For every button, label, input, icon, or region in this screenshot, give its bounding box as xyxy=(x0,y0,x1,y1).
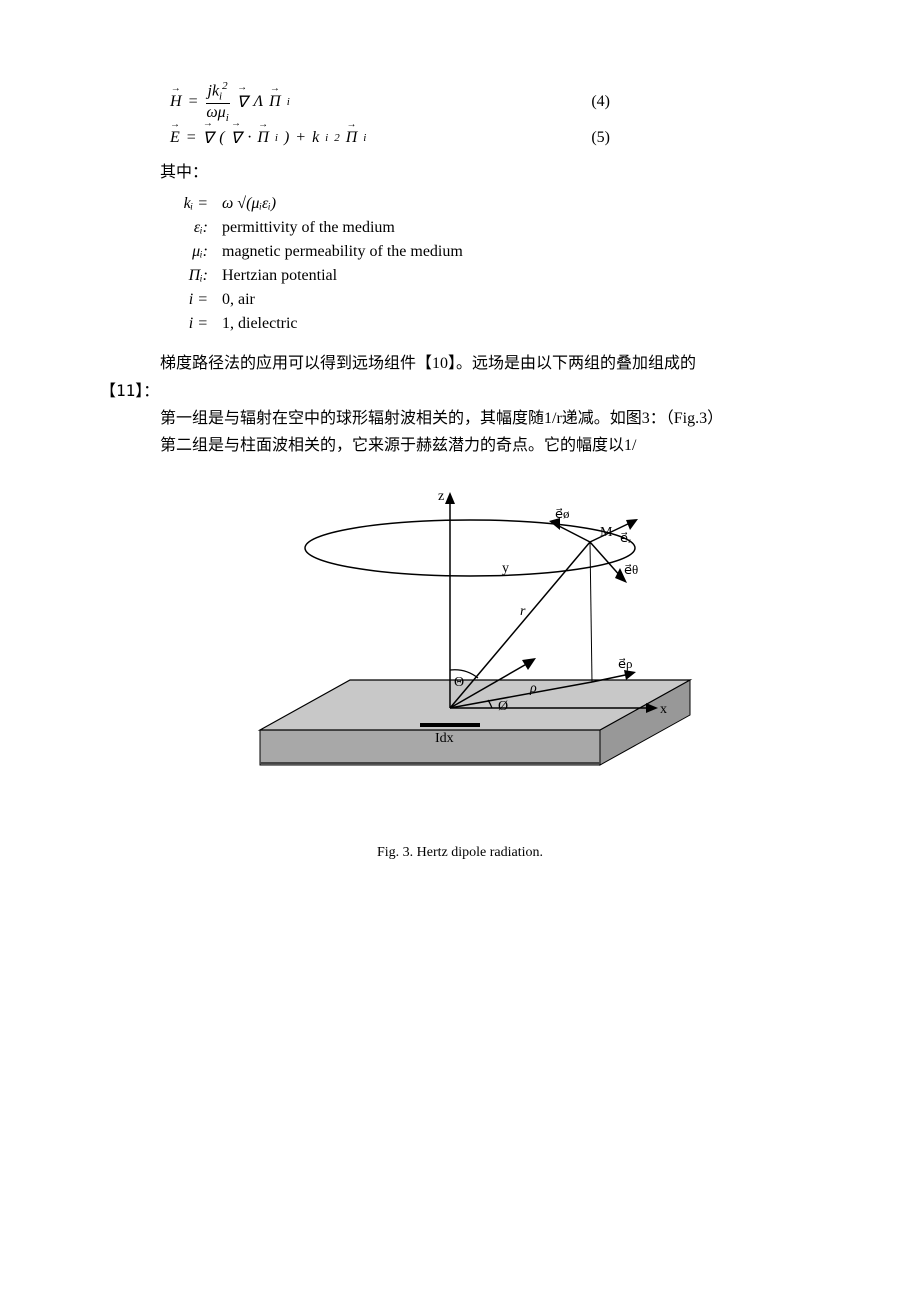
label-er: e⃗ᵣ xyxy=(620,530,631,545)
hertz-dipole-diagram: z x y M r ρ Θ Ø Idx e⃗ᵣ e⃗θ xyxy=(220,470,700,830)
label-r: r xyxy=(520,604,526,619)
where-label: 其中： xyxy=(160,158,820,182)
label-theta: Θ xyxy=(454,675,464,690)
equation-5: E = ∇(∇ · Πi) + ki2Πi (5) xyxy=(170,128,820,148)
figure-3: z x y M r ρ Θ Ø Idx e⃗ᵣ e⃗θ xyxy=(100,470,820,861)
label-erho: e⃗ρ xyxy=(618,656,633,671)
eq4-H: H xyxy=(170,93,182,111)
figure-caption: Fig. 3. Hertz dipole radiation. xyxy=(100,845,820,861)
axis-z-label: z xyxy=(438,489,444,504)
label-etheta: e⃗θ xyxy=(624,562,638,577)
paragraph-block: 梯度路径法的应用可以得到远场组件【10】。远场是由以下两组的叠加组成的 【11】… xyxy=(100,350,820,460)
para-1a: 梯度路径法的应用可以得到远场组件【10】。远场是由以下两组的叠加组成的 xyxy=(160,355,696,372)
axis-x-label: x xyxy=(660,702,667,717)
para-2: 第一组是与辐射在空中的球形辐射波相关的，其幅度随1/r递减。如图3：（Fig.3… xyxy=(160,410,723,427)
label-ephi: e⃗ø xyxy=(555,506,570,521)
definitions-list: kᵢ =ω √(μᵢεᵢ) εᵢ:permittivity of the med… xyxy=(180,192,820,336)
label-rho: ρ xyxy=(529,681,537,696)
eq5-number: (5) xyxy=(591,129,610,147)
para-3: 第二组是与柱面波相关的，它来源于赫兹潜力的奇点。它的幅度以1/ xyxy=(160,437,636,454)
para-1b: 【11】： xyxy=(100,381,159,400)
axis-y-label: y xyxy=(502,561,509,576)
eq5-E: E xyxy=(170,129,180,147)
eq4-number: (4) xyxy=(591,93,610,111)
label-phi: Ø xyxy=(498,699,508,714)
label-Idx: Idx xyxy=(435,731,454,746)
equation-4: H = jki2 ωμi ∇ Λ Πi (4) xyxy=(170,80,820,124)
